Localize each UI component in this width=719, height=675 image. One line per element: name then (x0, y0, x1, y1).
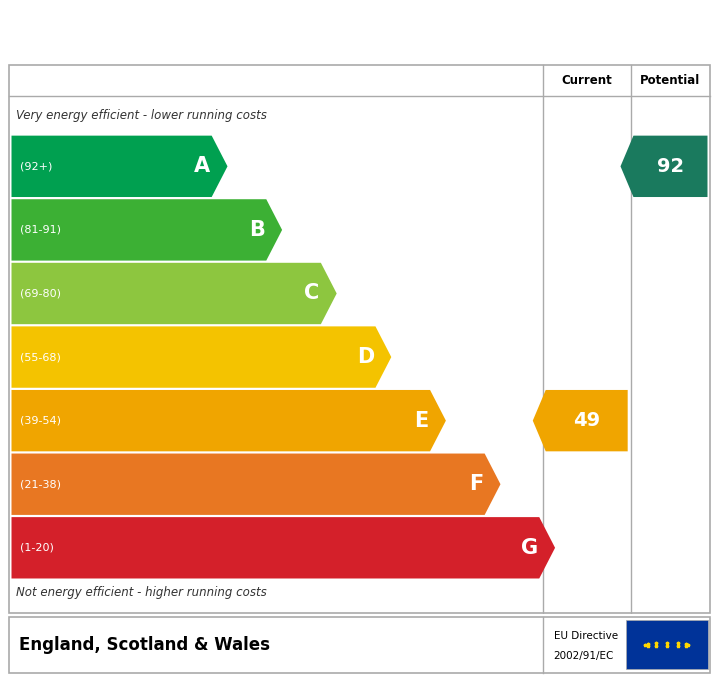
Polygon shape (12, 517, 555, 578)
Text: (55-68): (55-68) (20, 352, 61, 362)
Text: (21-38): (21-38) (20, 479, 61, 489)
Text: Not energy efficient - higher running costs: Not energy efficient - higher running co… (16, 586, 267, 599)
Text: England, Scotland & Wales: England, Scotland & Wales (19, 636, 270, 653)
Text: 92: 92 (657, 157, 684, 176)
Polygon shape (12, 263, 336, 324)
Text: 2002/91/EC: 2002/91/EC (554, 651, 614, 661)
Text: Potential: Potential (641, 74, 700, 87)
Text: C: C (304, 284, 319, 304)
Polygon shape (12, 199, 282, 261)
Text: B: B (249, 220, 265, 240)
Text: (92+): (92+) (20, 161, 52, 171)
Text: (69-80): (69-80) (20, 288, 61, 298)
Text: E: E (414, 410, 429, 431)
Polygon shape (533, 390, 628, 452)
Polygon shape (12, 390, 446, 452)
Text: (81-91): (81-91) (20, 225, 61, 235)
Polygon shape (12, 454, 500, 515)
Text: G: G (521, 538, 538, 558)
Text: (1-20): (1-20) (20, 543, 54, 553)
Text: D: D (357, 347, 374, 367)
Text: Current: Current (562, 74, 612, 87)
Text: (39-54): (39-54) (20, 416, 61, 426)
Bar (626, 620, 708, 669)
Polygon shape (12, 136, 227, 197)
Polygon shape (620, 136, 707, 197)
Text: F: F (469, 475, 483, 494)
Text: Very energy efficient - lower running costs: Very energy efficient - lower running co… (16, 109, 267, 122)
Text: A: A (194, 157, 210, 176)
Polygon shape (12, 327, 391, 387)
Text: 49: 49 (573, 411, 600, 430)
Text: Energy Efficiency Rating: Energy Efficiency Rating (13, 18, 414, 46)
Text: EU Directive: EU Directive (554, 630, 618, 641)
